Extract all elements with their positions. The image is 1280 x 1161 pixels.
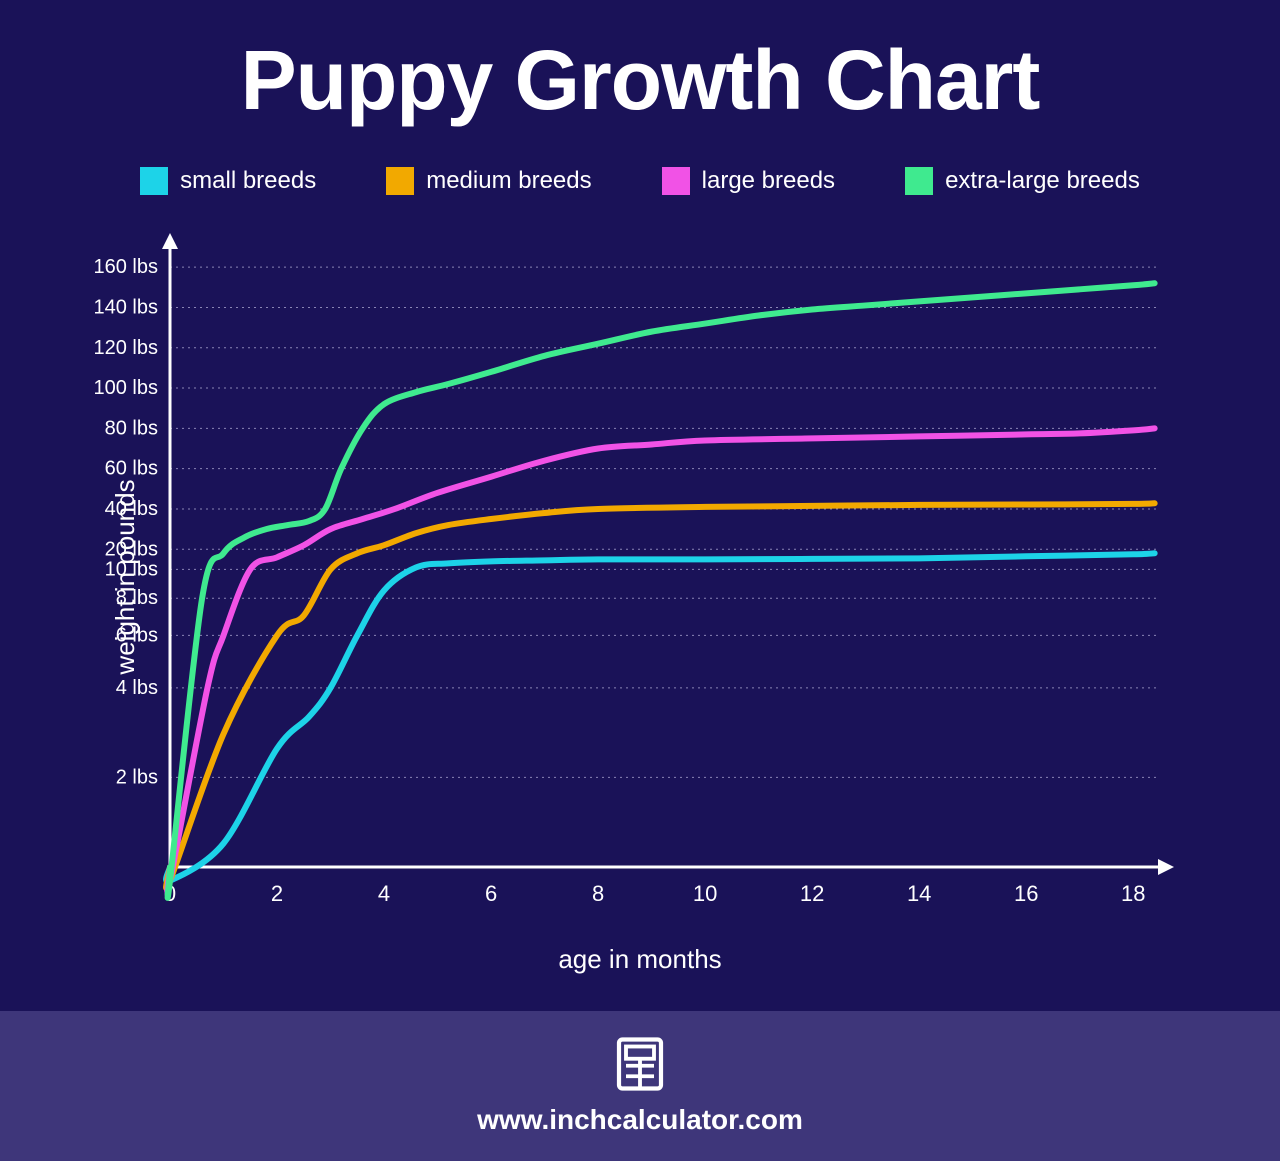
y-tick-label: 4 lbs (116, 677, 158, 699)
x-tick-label: 2 (271, 881, 283, 906)
legend-item: extra-large breeds (905, 167, 1140, 195)
legend-item: small breeds (140, 167, 316, 195)
legend: small breeds medium breeds large breeds ext… (0, 167, 1280, 195)
y-tick-label: 80 lbs (105, 417, 158, 439)
legend-label: medium breeds (426, 167, 591, 195)
x-tick-label: 6 (485, 881, 497, 906)
x-tick-label: 10 (693, 881, 717, 906)
legend-label: small breeds (180, 167, 316, 195)
y-tick-label: 100 lbs (94, 377, 159, 399)
footer-url: www.inchcalculator.com (477, 1104, 803, 1136)
legend-label: extra-large breeds (945, 167, 1140, 195)
legend-item: large breeds (662, 167, 835, 195)
line-chart: 2 lbs4 lbs6 lbs8 lbs10 lbs20 lbs40 lbs60… (60, 227, 1180, 927)
y-tick-label: 2 lbs (116, 766, 158, 788)
series-line (167, 428, 1154, 891)
x-tick-label: 14 (907, 881, 931, 906)
x-tick-label: 16 (1014, 881, 1038, 906)
y-tick-label: 60 lbs (105, 458, 158, 480)
y-tick-label: 120 lbs (94, 337, 159, 359)
x-tick-label: 8 (592, 881, 604, 906)
footer: www.inchcalculator.com (0, 1011, 1280, 1161)
legend-swatch (386, 167, 414, 195)
legend-label: large breeds (702, 167, 835, 195)
x-tick-label: 12 (800, 881, 824, 906)
chart-area: weight in pounds 2 lbs4 lbs6 lbs8 lbs10 … (60, 227, 1220, 927)
chart-title: Puppy Growth Chart (0, 0, 1280, 129)
calculator-icon (612, 1036, 668, 1092)
legend-swatch (662, 167, 690, 195)
y-tick-label: 160 lbs (94, 256, 159, 278)
x-tick-label: 18 (1121, 881, 1145, 906)
x-axis-label: age in months (60, 944, 1220, 975)
y-axis-label: weight in pounds (110, 479, 141, 674)
x-tick-label: 4 (378, 881, 390, 906)
legend-swatch (905, 167, 933, 195)
legend-swatch (140, 167, 168, 195)
y-tick-label: 140 lbs (94, 296, 159, 318)
legend-item: medium breeds (386, 167, 591, 195)
